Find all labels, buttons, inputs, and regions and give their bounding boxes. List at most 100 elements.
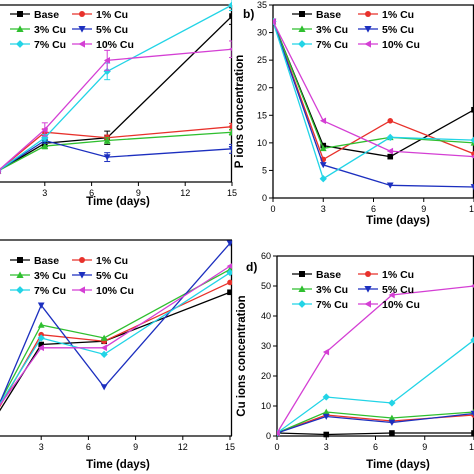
- data-point: [471, 430, 474, 436]
- data-point: [41, 134, 49, 142]
- legend-marker: [16, 40, 24, 48]
- legend: Base 1% Cu 3% Cu 5% Cu 7% Cu 10% Cu: [292, 269, 420, 311]
- legend-label: 10% Cu: [96, 39, 134, 51]
- series-5-cu: [0, 137, 232, 171]
- legend-marker: [17, 257, 23, 263]
- chart-panel-2: 0 3 6 9 12 0 5 10 15 20 25 30 35 Base 1% Cu 3% Cu 5% Cu 7…: [234, 0, 474, 227]
- data-point: [37, 321, 45, 328]
- x-tick-label: 6: [89, 188, 94, 198]
- series-line: [0, 15, 232, 171]
- legend-marker: [364, 40, 371, 48]
- data-point: [319, 145, 327, 152]
- data-point: [386, 133, 394, 141]
- panel-label: b): [243, 7, 254, 21]
- legend-label: 7% Cu: [316, 39, 348, 51]
- legend-label: 5% Cu: [382, 284, 414, 296]
- legend-marker: [364, 26, 372, 33]
- legend-label: 3% Cu: [316, 284, 348, 296]
- data-point: [100, 344, 107, 352]
- data-point: [388, 419, 396, 426]
- legend-marker: [16, 271, 24, 278]
- data-point: [103, 137, 111, 144]
- data-point: [470, 136, 474, 144]
- data-point: [41, 142, 49, 149]
- series-line: [0, 131, 232, 171]
- x-tick-label: 12: [469, 442, 474, 452]
- legend-label: 1% Cu: [382, 9, 414, 21]
- y-tick-label: 20: [261, 371, 271, 381]
- data-point: [227, 289, 232, 296]
- legend-label: Base: [316, 269, 341, 281]
- y-tick-label: 20: [257, 83, 267, 93]
- x-tick-label: 6: [86, 442, 91, 452]
- y-tick-label: 0: [266, 431, 271, 441]
- data-point: [103, 56, 110, 64]
- data-point: [100, 384, 108, 391]
- data-point: [37, 344, 44, 352]
- legend-label: 7% Cu: [34, 285, 66, 297]
- data-point: [322, 348, 330, 356]
- data-point: [37, 302, 45, 309]
- legend-label: 10% Cu: [382, 299, 420, 311]
- legend-label: 1% Cu: [96, 255, 128, 267]
- legend-label: Base: [316, 9, 341, 21]
- data-point: [388, 291, 395, 299]
- legend-label: 3% Cu: [34, 270, 66, 282]
- legend-label: 1% Cu: [382, 269, 414, 281]
- data-point: [103, 67, 111, 76]
- legend-marker: [78, 26, 86, 33]
- series-line: [0, 268, 231, 404]
- legend-marker: [364, 300, 371, 308]
- chart-panel-4: 0 3 6 9 12 0 10 20 30 40 50 60 Base 1% Cu 3% Cu 5% Cu 7%…: [236, 251, 474, 471]
- data-point: [273, 18, 276, 25]
- series-7-cu: [0, 0, 232, 173]
- data-point: [386, 147, 394, 155]
- data-point: [387, 153, 394, 160]
- series-line: [277, 432, 474, 436]
- legend-marker: [78, 286, 85, 294]
- data-point: [227, 279, 232, 286]
- y-tick-label: 5: [262, 165, 267, 175]
- series-line: [273, 21, 474, 180]
- x-tick-label: 15: [225, 442, 235, 452]
- data-point: [226, 263, 232, 270]
- legend-label: 5% Cu: [96, 24, 128, 36]
- legend-label: Base: [34, 255, 59, 267]
- data-point: [100, 350, 108, 358]
- series-10-cu: [0, 263, 232, 406]
- series-line: [0, 139, 232, 171]
- y-tick-label: 60: [261, 251, 271, 261]
- x-tick-label: 6: [371, 204, 376, 214]
- series-3-cu: [0, 128, 232, 174]
- x-tick-label: 9: [421, 204, 426, 214]
- legend-marker: [299, 11, 305, 17]
- plot-area: [0, 240, 232, 412]
- plot-area: [273, 17, 474, 191]
- legend-marker: [364, 286, 372, 293]
- x-tick-label: 0: [274, 442, 279, 452]
- legend-label: 3% Cu: [34, 24, 66, 36]
- legend-label: 3% Cu: [316, 24, 348, 36]
- data-point: [41, 126, 48, 133]
- x-tick-label: 12: [178, 442, 188, 452]
- y-tick-label: 30: [257, 28, 267, 38]
- legend-marker: [298, 285, 306, 292]
- legend-label: 5% Cu: [382, 24, 414, 36]
- legend-marker: [365, 11, 371, 17]
- x-tick-label: 12: [180, 188, 190, 198]
- data-point: [470, 154, 474, 159]
- chart-panel-1: 3 6 9 12 15 Base 1% Cu 3% Cu 5% Cu 7% Cu 10% Cu Tim…: [0, 0, 237, 208]
- data-point: [389, 430, 395, 436]
- x-tick-label: 9: [422, 442, 427, 452]
- y-tick-label: 25: [257, 55, 267, 65]
- series-line: [277, 285, 474, 434]
- y-tick-label: 0: [262, 193, 267, 203]
- x-axis-label: Time (days): [366, 215, 430, 227]
- series-line: [0, 4, 232, 171]
- x-tick-label: 3: [39, 442, 44, 452]
- series-line: [0, 291, 231, 412]
- data-point: [37, 334, 45, 342]
- legend-label: 10% Cu: [96, 285, 134, 297]
- series-line: [0, 48, 232, 171]
